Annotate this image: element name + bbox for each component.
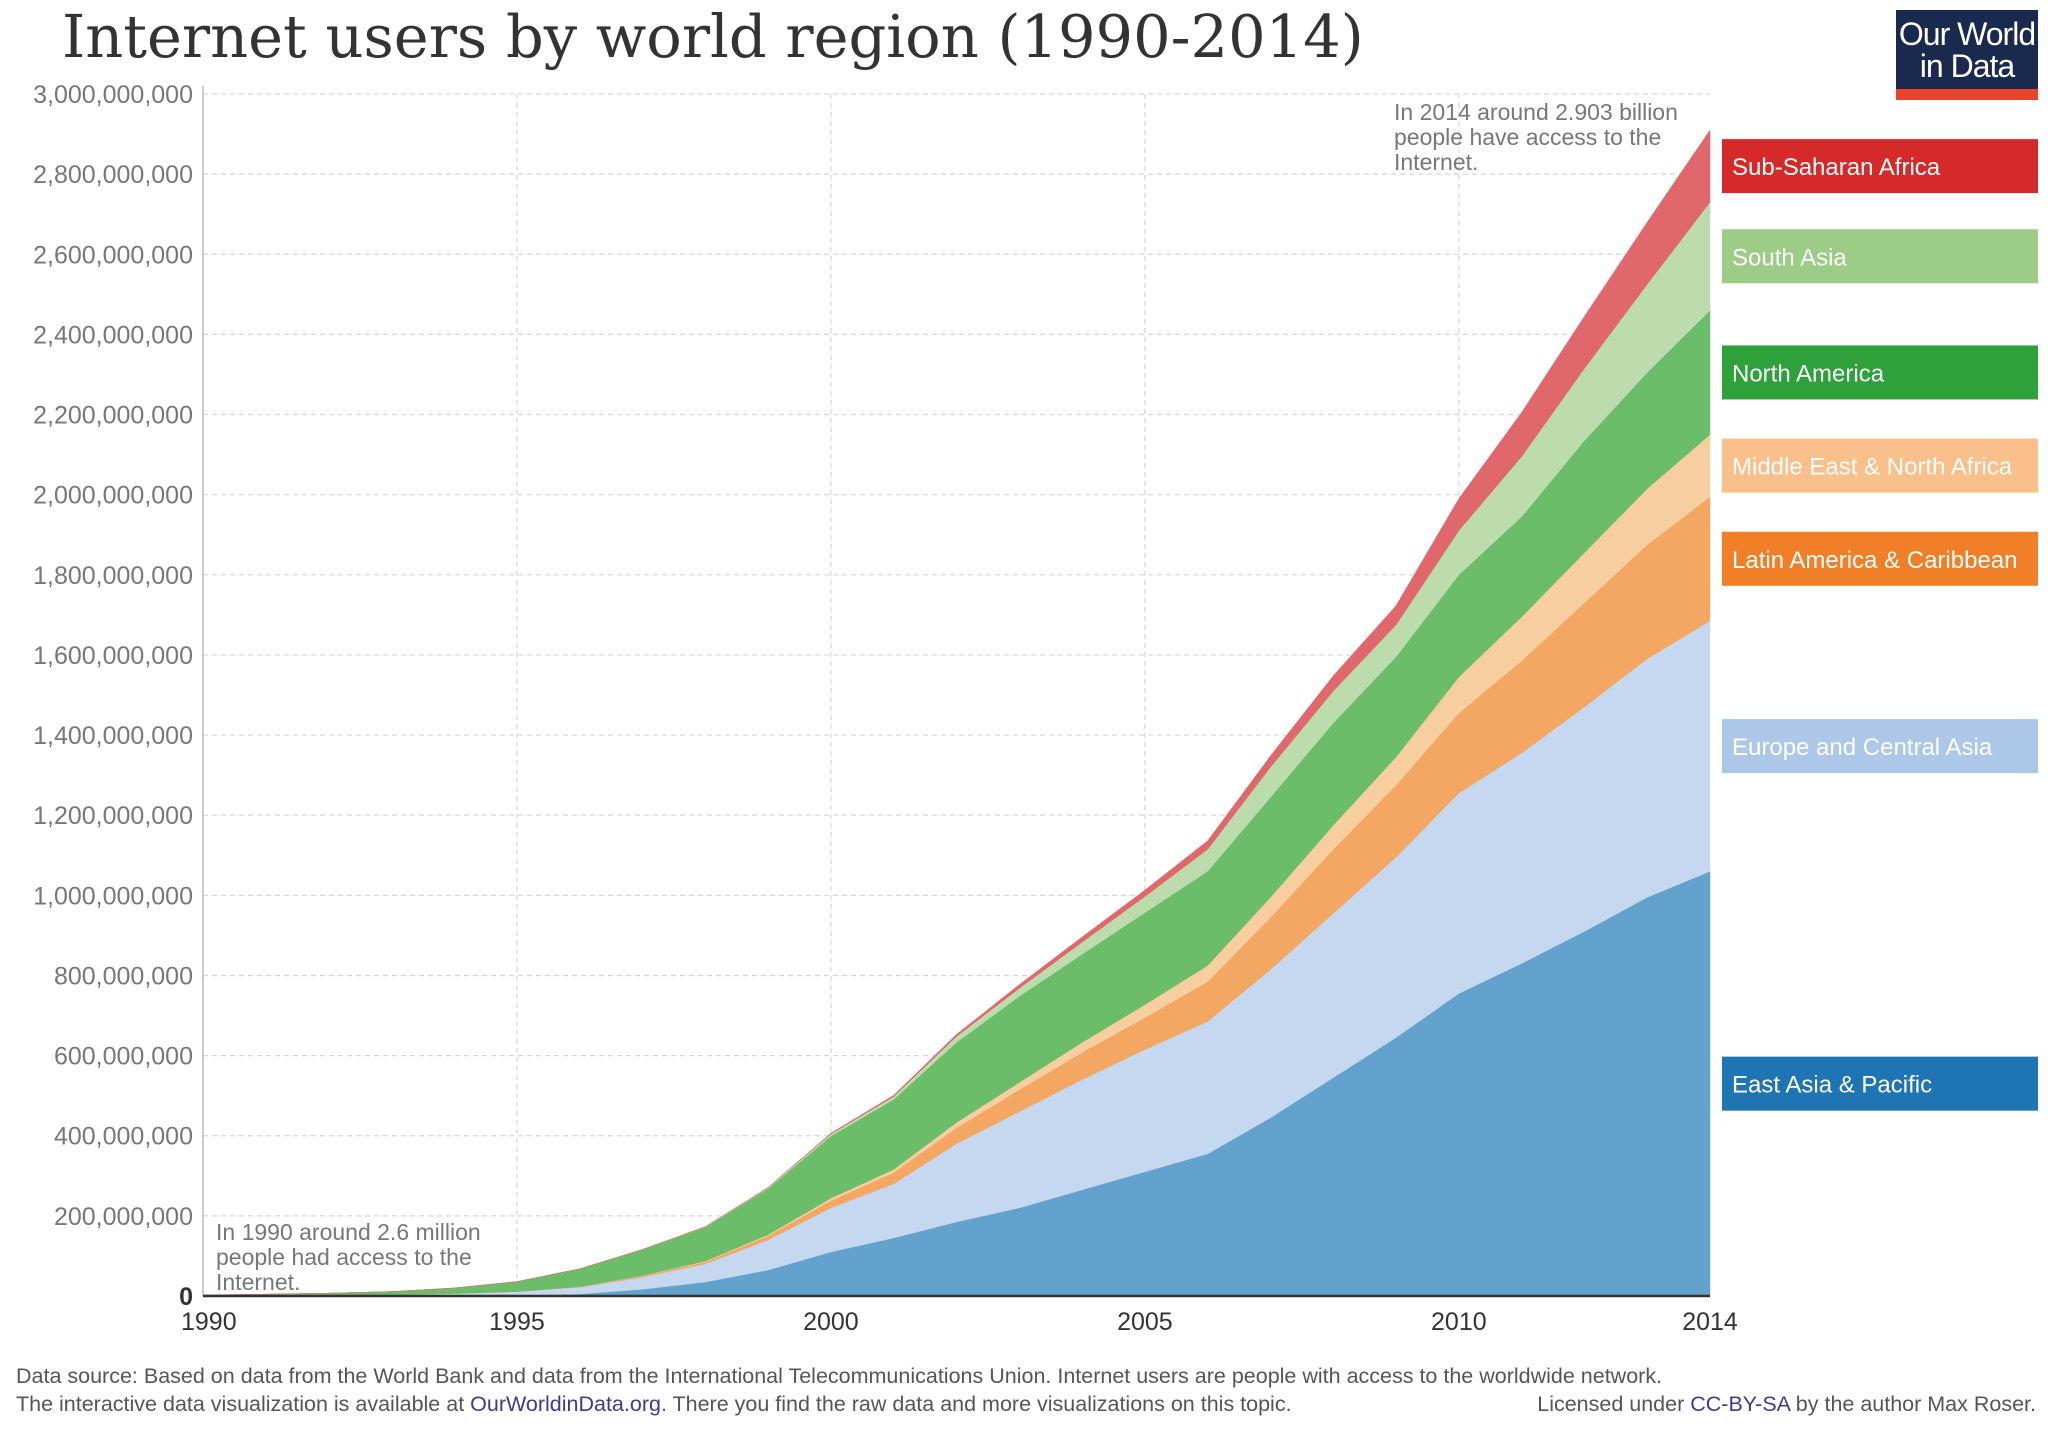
y-tick-label: 2,600,000,000	[33, 241, 193, 269]
x-tick-label: 2005	[1117, 1308, 1173, 1336]
y-tick-label: 3,000,000,000	[33, 81, 193, 109]
y-tick-label: 2,200,000,000	[33, 402, 193, 430]
license-link[interactable]: CC-BY-SA	[1690, 1392, 1790, 1416]
legend-box-latin-america-caribbean	[1722, 531, 2038, 586]
legend-label-north-america: North America	[1732, 360, 1885, 387]
y-tick-label: 400,000,000	[54, 1123, 193, 1151]
logo-line-2: in Data	[1919, 48, 2015, 84]
stacked-area-chart: 0 200,000,000 400,000,000 600,000,000 800,00…	[33, 81, 2038, 1336]
legend-box-south-asia	[1722, 229, 2038, 284]
y-tick-label: 2,000,000,000	[33, 482, 193, 510]
annotation-line: In 2014 around 2.903 billion	[1394, 99, 1678, 125]
footer-interactive: The interactive data visualization is av…	[16, 1392, 1292, 1417]
y-tick-label: 1,400,000,000	[33, 722, 193, 750]
logo-accent-bar	[1896, 89, 2038, 100]
footer-source: Data source: Based on data from the Worl…	[16, 1364, 1663, 1388]
annotation-line: people have access to the	[1394, 124, 1661, 150]
footer-interactive-prefix: The interactive data visualization is av…	[16, 1392, 471, 1416]
y-tick-label: 600,000,000	[54, 1043, 193, 1071]
y-tick-label: 200,000,000	[54, 1203, 193, 1231]
area-sub-saharan-africa	[202, 129, 1711, 1296]
x-tick-label: 2010	[1431, 1308, 1487, 1336]
y-tick-label: 2,800,000,000	[33, 161, 193, 189]
x-tick-label: 2000	[803, 1308, 859, 1336]
y-tick-label: 1,600,000,000	[33, 642, 193, 670]
legend-box-europe-and-central-asia	[1722, 719, 2038, 774]
footer-interactive-suffix: . There you find the raw data and more v…	[660, 1392, 1292, 1416]
legend-box-north-america	[1722, 345, 2038, 400]
x-tick-label: 1995	[489, 1308, 545, 1336]
y-tick-label: 1,800,000,000	[33, 562, 193, 590]
y-tick-label: 1,200,000,000	[33, 802, 193, 830]
legend-label-middle-east-north-africa: Middle East & North Africa	[1732, 454, 2013, 481]
footer-license-prefix: Licensed under	[1537, 1392, 1691, 1416]
annotation-line: people had access to the	[216, 1244, 472, 1270]
legend-label-south-asia: South Asia	[1732, 244, 1847, 271]
owid-logo[interactable]: Our World in Data	[1896, 10, 2038, 100]
y-tick-label: 0	[179, 1283, 193, 1311]
owid-link[interactable]: OurWorldinData.org	[470, 1392, 661, 1416]
annotation-line: In 1990 around 2.6 million	[216, 1219, 481, 1245]
legend-label-latin-america-caribbean: Latin America & Caribbean	[1732, 547, 2018, 574]
page-title: Internet users by world region (1990-201…	[62, 2, 1364, 71]
legend-label-europe-and-central-asia: Europe and Central Asia	[1732, 734, 1993, 761]
legend-box-sub-saharan-africa	[1722, 139, 2038, 194]
footer-license: Licensed under CC-BY-SA by the author Ma…	[1537, 1392, 2036, 1417]
x-tick-label: 1990	[181, 1308, 237, 1336]
legend-box-middle-east-north-africa	[1722, 438, 2038, 493]
logo-line-1: Our World	[1898, 16, 2036, 52]
x-tick-label: 2014	[1682, 1308, 1738, 1336]
y-tick-label: 1,000,000,000	[33, 882, 193, 910]
legend-label-east-asia-pacific: East Asia & Pacific	[1732, 1072, 1932, 1099]
y-tick-label: 2,400,000,000	[33, 321, 193, 349]
y-tick-label: 800,000,000	[54, 962, 193, 990]
legend-label-sub-saharan-africa: Sub-Saharan Africa	[1732, 154, 1941, 181]
legend-box-east-asia-pacific	[1722, 1056, 2038, 1111]
footer-license-suffix: by the author Max Roser.	[1789, 1392, 2036, 1416]
annotation-line: Internet.	[216, 1269, 300, 1295]
annotation-line: Internet.	[1394, 149, 1478, 175]
